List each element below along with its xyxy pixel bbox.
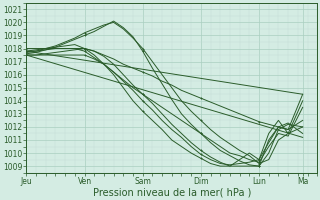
X-axis label: Pression niveau de la mer( hPa ): Pression niveau de la mer( hPa ) xyxy=(92,187,251,197)
